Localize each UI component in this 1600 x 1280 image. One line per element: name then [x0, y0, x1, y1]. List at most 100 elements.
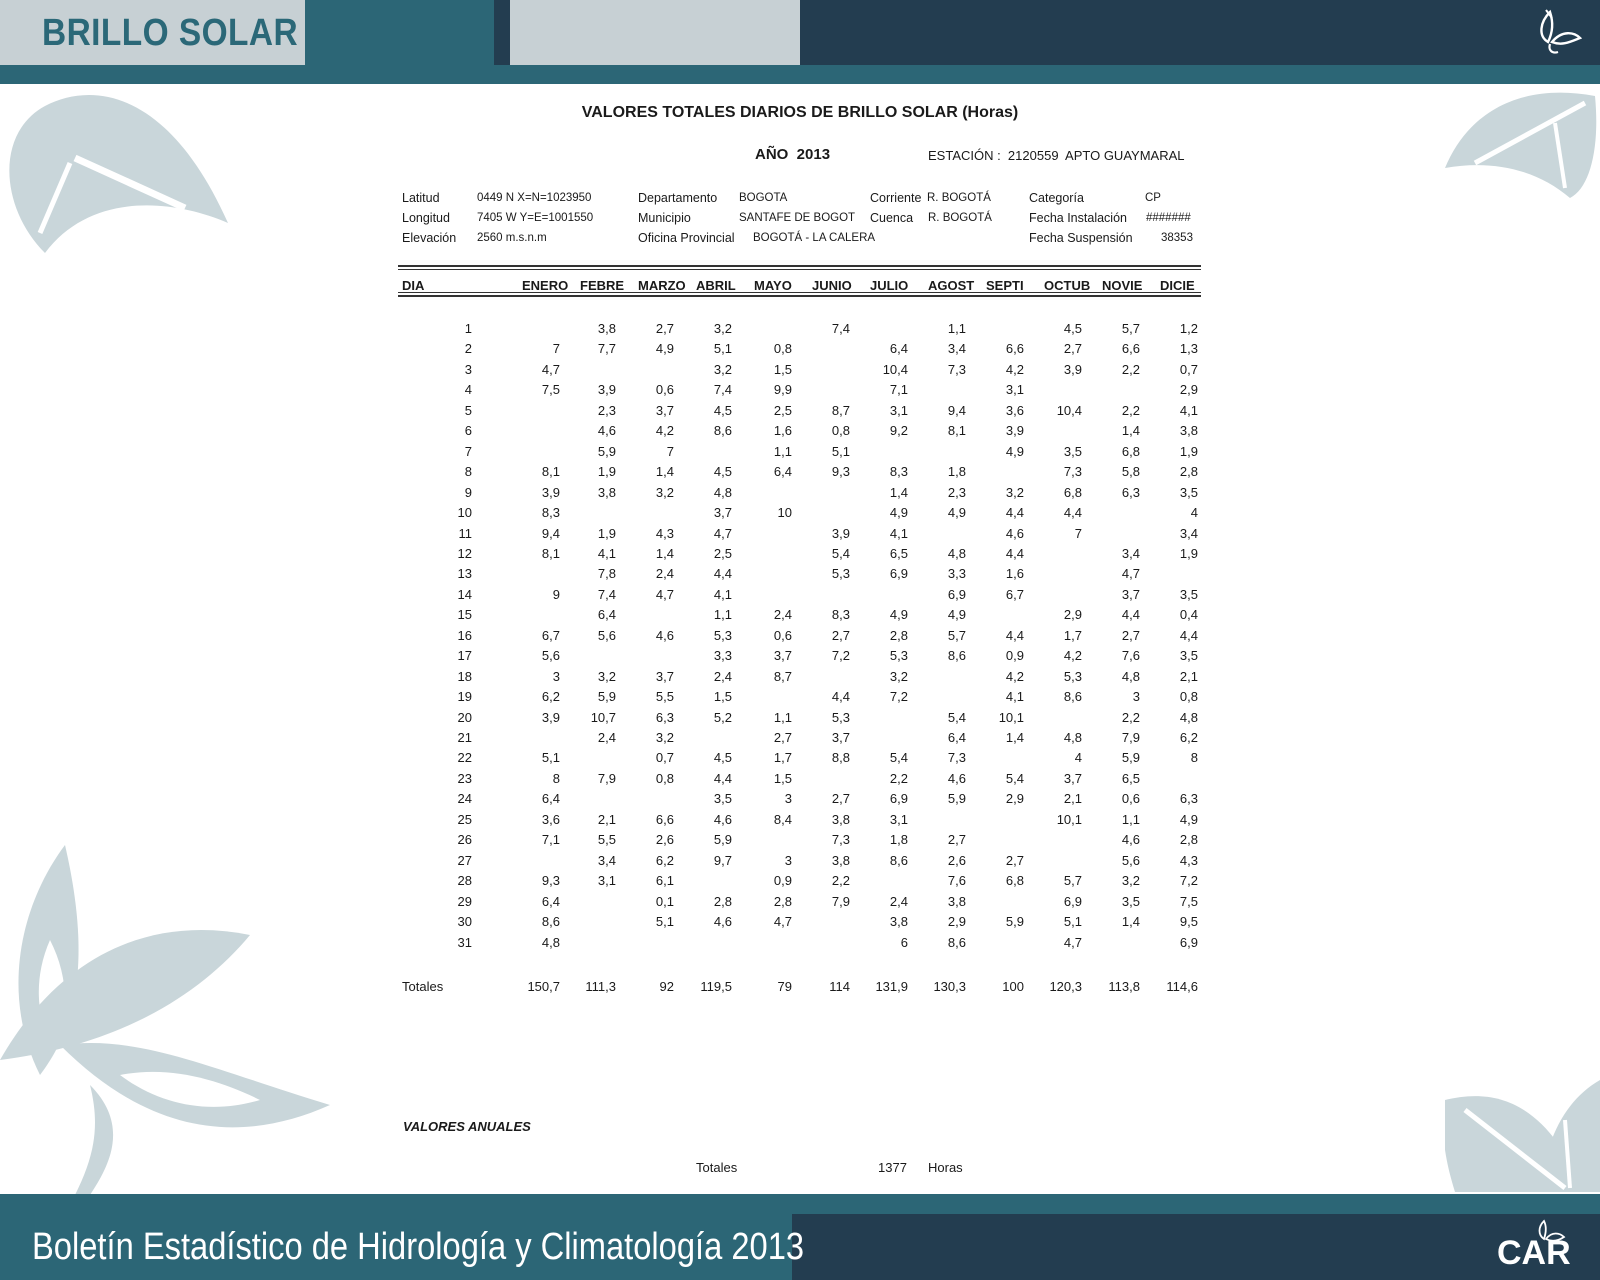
- table-cell: 2,2: [889, 770, 908, 786]
- table-cell: 3,5: [1179, 484, 1198, 500]
- table-cell: 7,9: [1121, 730, 1140, 745]
- table-cell: 6,9: [947, 586, 966, 602]
- corriente-label: Corriente: [870, 191, 922, 205]
- table-cell: 6,4: [597, 607, 616, 623]
- table-cell: 5,9: [597, 689, 616, 705]
- table-cell: 10,4: [1056, 402, 1082, 418]
- categoria-value: CP: [1145, 192, 1161, 204]
- table-cell: 3,3: [947, 566, 966, 582]
- table-cell: 3,3: [713, 648, 732, 664]
- table-cell: 4,6: [713, 811, 732, 827]
- table-cell: 3,2: [713, 361, 732, 377]
- leaf-decoration-icon: [1445, 92, 1597, 198]
- suspension-value: 38353: [1161, 232, 1193, 244]
- table-cell: 7,7: [597, 341, 616, 357]
- table-cell: 4,5: [713, 750, 732, 766]
- footer-strip: [0, 1194, 1600, 1214]
- table-cell: 2,7: [655, 321, 674, 336]
- table-cell: 2,7: [831, 627, 850, 643]
- table-cell: 4,4: [1005, 505, 1024, 521]
- table-cell: 4,1: [713, 586, 732, 602]
- table-cell: 2,8: [773, 893, 792, 909]
- table-cell: 4,9: [1005, 443, 1024, 459]
- table-cell: 2,4: [713, 668, 732, 684]
- table-cell: 1,9: [1179, 545, 1198, 561]
- table-cell: 7,2: [831, 648, 850, 664]
- table-cell: 8,6: [947, 934, 966, 950]
- total-cell: 79: [777, 979, 792, 994]
- table-cell: 6,9: [1063, 893, 1082, 909]
- table-cell: 7,6: [1121, 648, 1140, 664]
- table-cell: 2,2: [1121, 709, 1140, 725]
- day-number: 6: [464, 423, 472, 439]
- table-cell: 4,4: [713, 770, 732, 786]
- table-rule: [398, 269, 1201, 270]
- table-cell: 8,4: [773, 811, 792, 827]
- table-cell: 5,6: [1121, 852, 1140, 868]
- table-cell: 3,2: [1005, 484, 1024, 500]
- table-cell: 3,1: [597, 873, 616, 889]
- table-cell: 8,1: [947, 423, 966, 439]
- table-cell: 4,4: [1005, 545, 1024, 561]
- table-cell: 6,6: [1121, 341, 1140, 357]
- table-cell: 1,9: [1179, 443, 1198, 459]
- table-cell: 3,8: [889, 914, 908, 930]
- table-cell: 6,4: [541, 893, 560, 909]
- table-cell: 6,6: [655, 811, 674, 827]
- table-cell: 8,6: [541, 914, 560, 930]
- table-cell: 3,9: [831, 525, 850, 541]
- table-cell: 5,8: [1121, 464, 1140, 480]
- month-column-header: MARZO: [638, 278, 686, 293]
- table-cell: 6,9: [889, 791, 908, 807]
- table-cell: 6,7: [541, 627, 560, 643]
- table-cell: 6,4: [889, 341, 908, 357]
- butterfly-logo-icon: [1540, 9, 1582, 54]
- table-cell: 3,1: [889, 811, 908, 827]
- table-cell: 4: [1074, 750, 1082, 766]
- table-cell: 7,3: [947, 750, 966, 766]
- table-cell: 6,4: [541, 791, 560, 807]
- table-cell: 4,8: [947, 545, 966, 561]
- table-cell: 7,1: [541, 832, 560, 848]
- table-cell: 4,6: [947, 770, 966, 786]
- table-cell: 5,7: [947, 627, 966, 643]
- table-cell: 1,4: [1121, 914, 1140, 930]
- table-cell: 1,1: [947, 321, 966, 336]
- leaf-decoration-icon: [9, 94, 229, 253]
- table-cell: 0,9: [1005, 648, 1024, 664]
- table-cell: 4,5: [713, 402, 732, 418]
- table-cell: 5,3: [889, 648, 908, 664]
- table-cell: 4,4: [1121, 607, 1140, 623]
- table-cell: 4,7: [541, 361, 560, 377]
- annual-totales-label: Totales: [696, 1160, 738, 1175]
- table-cell: 2,8: [1179, 464, 1198, 480]
- annual-unit: Horas: [928, 1160, 963, 1175]
- table-cell: 1,7: [1063, 627, 1082, 643]
- table-cell: 3,8: [831, 811, 850, 827]
- table-cell: 8,8: [831, 750, 850, 766]
- table-cell: 9,4: [947, 402, 966, 418]
- table-cell: 3,6: [541, 811, 560, 827]
- day-number: 18: [457, 668, 472, 684]
- day-number: 25: [457, 811, 472, 827]
- table-cell: 6,4: [947, 730, 966, 745]
- day-number: 1: [464, 321, 472, 336]
- elevacion-value: 2560 m.s.n.m: [477, 232, 547, 244]
- butterfly-logo-icon: [1538, 1219, 1566, 1242]
- day-number: 24: [457, 791, 472, 807]
- table-cell: 4,9: [655, 341, 674, 357]
- table-cell: 8,3: [831, 607, 850, 623]
- table-cell: 2,7: [1121, 627, 1140, 643]
- departamento-label: Departamento: [638, 191, 718, 205]
- day-number: 11: [458, 525, 473, 541]
- table-cell: 3,1: [889, 402, 908, 418]
- table-cell: 4,7: [655, 586, 674, 602]
- day-number: 3: [464, 361, 472, 377]
- table-cell: 7,6: [947, 873, 966, 889]
- table-cell: 2,6: [655, 832, 674, 848]
- table-cell: 6,3: [1121, 484, 1140, 500]
- table-cell: 0,7: [1179, 361, 1198, 377]
- day-number: 22: [457, 750, 472, 766]
- table-cell: 0,4: [1179, 607, 1198, 623]
- table-cell: 4,1: [1179, 402, 1198, 418]
